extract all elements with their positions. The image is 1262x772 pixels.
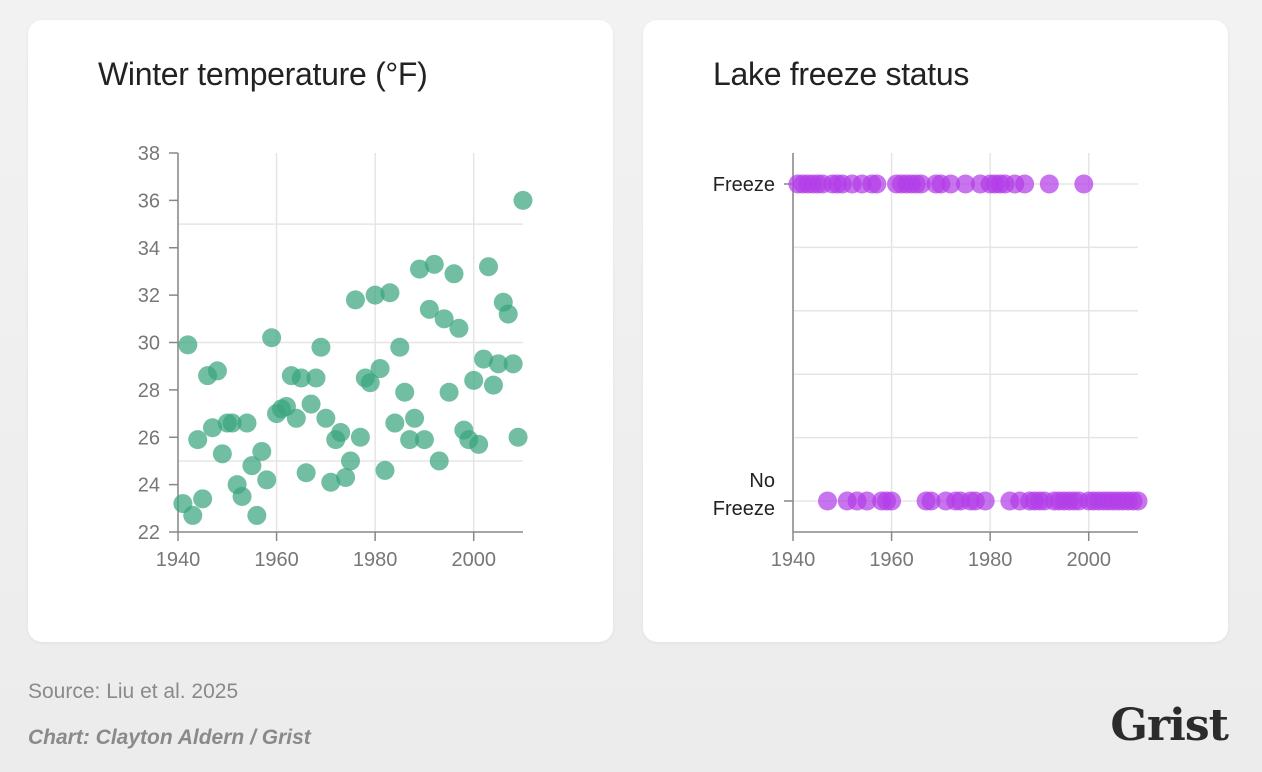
temperature-point (488, 354, 508, 374)
temperature-point (410, 259, 429, 279)
temperature-chart-title: Winter temperature (°F) (98, 56, 428, 92)
category-label-no-freeze-line2: Freeze (713, 498, 775, 520)
freeze-point (1074, 174, 1094, 194)
y-tick-label: 22 (138, 522, 160, 544)
temperature-point (508, 427, 528, 447)
no-freeze-point (921, 491, 941, 511)
temperature-point (242, 456, 262, 476)
temperature-point (414, 430, 434, 450)
freeze-point (1039, 174, 1059, 194)
source-note: Source: Liu et al. 2025 (28, 680, 239, 703)
temperature-point (365, 285, 385, 305)
temperature-point (193, 489, 213, 509)
freeze-chart: 1940 1960 1980 2000 Freeze No Freeze (713, 153, 1148, 571)
temperature-point (350, 427, 370, 447)
temperature-point (286, 408, 306, 428)
y-tick-label: 26 (138, 427, 160, 449)
temperature-point (405, 408, 425, 428)
x-tick-label: 1980 (968, 549, 1013, 571)
chart-credit: Chart: Clayton Aldern / Grist (28, 726, 311, 749)
temperature-point (306, 368, 326, 388)
temperature-point (232, 486, 252, 506)
temperature-point (212, 444, 232, 464)
temperature-point (444, 264, 464, 284)
x-tick-label: 1980 (353, 549, 398, 571)
category-label-freeze: Freeze (713, 174, 775, 196)
temperature-point (188, 430, 208, 450)
temperature-point (341, 451, 360, 471)
freeze-point (941, 174, 961, 194)
freeze-point (867, 174, 887, 194)
grist-logo: Grist (1110, 700, 1229, 751)
temperature-point (513, 190, 533, 210)
temperature-point (503, 354, 523, 374)
freeze-chart-card: Lake freeze status 1940 1960 1980 2000 Freez… (643, 20, 1228, 642)
temperature-point (380, 283, 400, 303)
x-tick-label: 1960 (869, 549, 914, 571)
temperature-point (424, 254, 444, 274)
temperature-point (316, 408, 336, 428)
temperature-chart-card: Winter temperature (°F) 1940 1960 1980 2000… (28, 20, 613, 642)
no-freeze-point (975, 491, 995, 511)
y-tick-label: 32 (138, 285, 160, 307)
temperature-point (395, 382, 415, 402)
x-tick-label: 1940 (156, 549, 201, 571)
temperature-point (222, 413, 242, 433)
no-freeze-point (857, 491, 877, 511)
temperature-point (429, 451, 449, 471)
y-tick-label: 30 (138, 333, 160, 355)
no-freeze-point (818, 491, 837, 511)
temperature-point (331, 423, 351, 443)
no-freeze-point (1128, 491, 1148, 511)
temperature-point (479, 257, 498, 277)
temperature-point (321, 472, 341, 492)
temperature-point (183, 505, 203, 525)
temperature-point (419, 299, 439, 319)
temperature-point (247, 505, 267, 525)
y-tick-label: 38 (138, 143, 160, 165)
temperature-point (483, 375, 503, 395)
freeze-point (956, 174, 975, 194)
temperature-point (400, 430, 420, 450)
x-tick-label: 1940 (771, 549, 816, 571)
temperature-point (464, 370, 484, 390)
temperature-point (252, 441, 272, 461)
temperature-point (178, 335, 198, 355)
temperature-point (360, 373, 380, 393)
y-tick-label: 28 (138, 380, 160, 402)
freeze-chart-title: Lake freeze status (713, 56, 970, 92)
category-label-no-freeze-line1: No (749, 470, 775, 492)
temperature-point (498, 304, 518, 324)
temperature-point (375, 460, 395, 480)
temperature-point (439, 382, 459, 402)
temperature-point (203, 418, 222, 438)
temperature-point (291, 368, 311, 388)
temperature-chart: 1940 1960 1980 2000 22 24 26 28 30 32 34 36 38 (138, 143, 533, 571)
temperature-point (336, 468, 356, 488)
temperature-point (301, 394, 321, 414)
temperature-point (434, 309, 454, 329)
y-tick-label: 34 (138, 238, 160, 260)
x-tick-label: 2000 (451, 549, 496, 571)
y-tick-label: 24 (138, 475, 160, 497)
temperature-point (474, 349, 494, 369)
temperature-point (390, 337, 410, 357)
temperature-point (469, 434, 489, 454)
temperature-point (237, 413, 257, 433)
x-tick-label: 2000 (1066, 549, 1111, 571)
temperature-point (370, 359, 390, 379)
temperature-point (296, 463, 316, 483)
temperature-point (257, 470, 277, 490)
temperature-point (207, 361, 227, 381)
temperature-point (262, 328, 282, 348)
freeze-point (911, 174, 931, 194)
temperature-point (385, 413, 405, 433)
x-tick-label: 1960 (254, 549, 299, 571)
freeze-point (1015, 174, 1035, 194)
temperature-point (345, 290, 365, 310)
temperature-point (449, 318, 469, 338)
y-tick-label: 36 (138, 190, 160, 212)
temperature-point (311, 337, 331, 357)
no-freeze-point (882, 491, 902, 511)
